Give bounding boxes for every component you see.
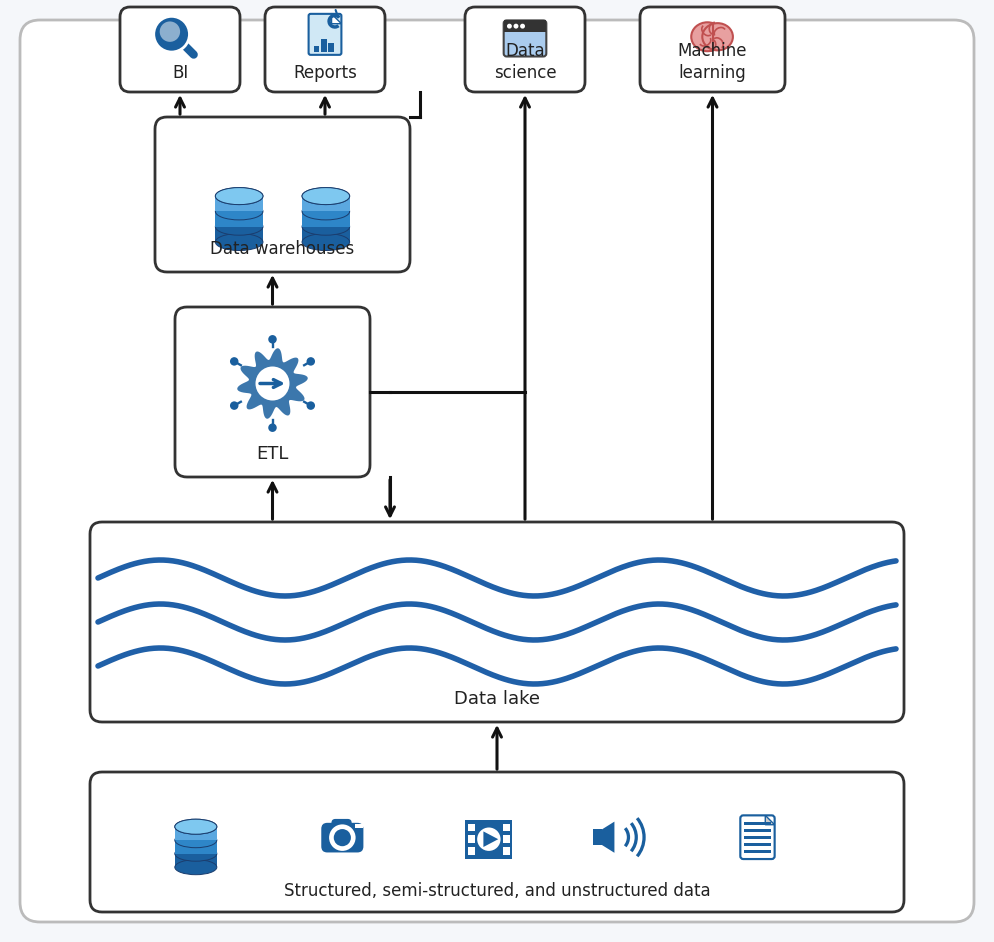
Ellipse shape xyxy=(175,833,217,848)
Bar xyxy=(313,46,319,53)
Bar xyxy=(302,196,350,211)
Polygon shape xyxy=(238,349,308,419)
Polygon shape xyxy=(765,816,774,824)
Ellipse shape xyxy=(175,820,217,835)
Polygon shape xyxy=(602,821,614,853)
Bar xyxy=(468,836,475,843)
Ellipse shape xyxy=(175,820,217,835)
Ellipse shape xyxy=(175,846,217,861)
FancyBboxPatch shape xyxy=(504,21,547,57)
Ellipse shape xyxy=(703,24,733,50)
Bar xyxy=(216,227,263,242)
Text: Machine
learning: Machine learning xyxy=(678,41,747,82)
Text: Data lake: Data lake xyxy=(454,690,540,708)
Circle shape xyxy=(230,401,239,410)
Bar xyxy=(321,40,327,53)
Circle shape xyxy=(306,357,315,365)
Bar xyxy=(503,823,510,832)
Ellipse shape xyxy=(302,219,350,236)
FancyBboxPatch shape xyxy=(155,117,410,272)
Bar xyxy=(355,823,363,828)
Circle shape xyxy=(268,335,276,344)
Bar xyxy=(745,843,770,846)
Circle shape xyxy=(507,24,512,28)
Polygon shape xyxy=(332,14,341,24)
Ellipse shape xyxy=(216,187,263,204)
FancyBboxPatch shape xyxy=(308,14,341,55)
Bar xyxy=(745,821,770,824)
Circle shape xyxy=(514,24,519,28)
Circle shape xyxy=(334,829,351,846)
Bar xyxy=(745,836,770,838)
Text: Data warehouses: Data warehouses xyxy=(211,240,355,258)
Ellipse shape xyxy=(302,234,350,251)
FancyBboxPatch shape xyxy=(90,772,904,912)
Bar xyxy=(328,42,334,53)
Bar xyxy=(503,847,510,854)
Ellipse shape xyxy=(216,187,263,204)
Ellipse shape xyxy=(216,219,263,236)
Polygon shape xyxy=(483,832,498,847)
Bar xyxy=(216,196,263,211)
Bar xyxy=(745,829,770,832)
Ellipse shape xyxy=(302,187,350,204)
Circle shape xyxy=(255,366,289,400)
FancyBboxPatch shape xyxy=(321,822,364,853)
Bar xyxy=(468,847,475,854)
Bar xyxy=(503,836,510,843)
Ellipse shape xyxy=(216,203,263,219)
Ellipse shape xyxy=(216,234,263,251)
Text: BI: BI xyxy=(172,64,188,82)
Bar xyxy=(302,227,350,242)
FancyBboxPatch shape xyxy=(120,7,240,92)
Circle shape xyxy=(154,16,190,52)
FancyBboxPatch shape xyxy=(640,7,785,92)
Bar xyxy=(504,21,547,32)
FancyBboxPatch shape xyxy=(331,819,352,828)
Circle shape xyxy=(230,357,239,365)
Bar xyxy=(175,853,217,868)
Ellipse shape xyxy=(175,860,217,875)
FancyBboxPatch shape xyxy=(20,20,974,922)
Circle shape xyxy=(268,424,276,432)
Bar xyxy=(592,829,602,845)
Text: Reports: Reports xyxy=(293,64,357,82)
FancyBboxPatch shape xyxy=(741,816,774,859)
Bar xyxy=(216,211,263,227)
Bar xyxy=(175,827,217,840)
FancyBboxPatch shape xyxy=(265,7,385,92)
FancyBboxPatch shape xyxy=(175,307,370,477)
Text: ETL: ETL xyxy=(256,445,288,463)
Bar xyxy=(302,211,350,227)
Circle shape xyxy=(306,401,315,410)
Bar xyxy=(175,840,217,853)
Text: Data
science: Data science xyxy=(494,41,557,82)
Ellipse shape xyxy=(302,203,350,219)
Text: Structured, semi-structured, and unstructured data: Structured, semi-structured, and unstruc… xyxy=(283,882,711,900)
Bar xyxy=(468,823,475,832)
Circle shape xyxy=(160,22,180,41)
Circle shape xyxy=(329,824,356,851)
Circle shape xyxy=(520,24,525,28)
Circle shape xyxy=(477,827,501,851)
Ellipse shape xyxy=(302,187,350,204)
Bar xyxy=(465,820,512,859)
FancyBboxPatch shape xyxy=(465,7,585,92)
Bar xyxy=(745,850,770,853)
Ellipse shape xyxy=(691,23,724,51)
FancyBboxPatch shape xyxy=(90,522,904,722)
